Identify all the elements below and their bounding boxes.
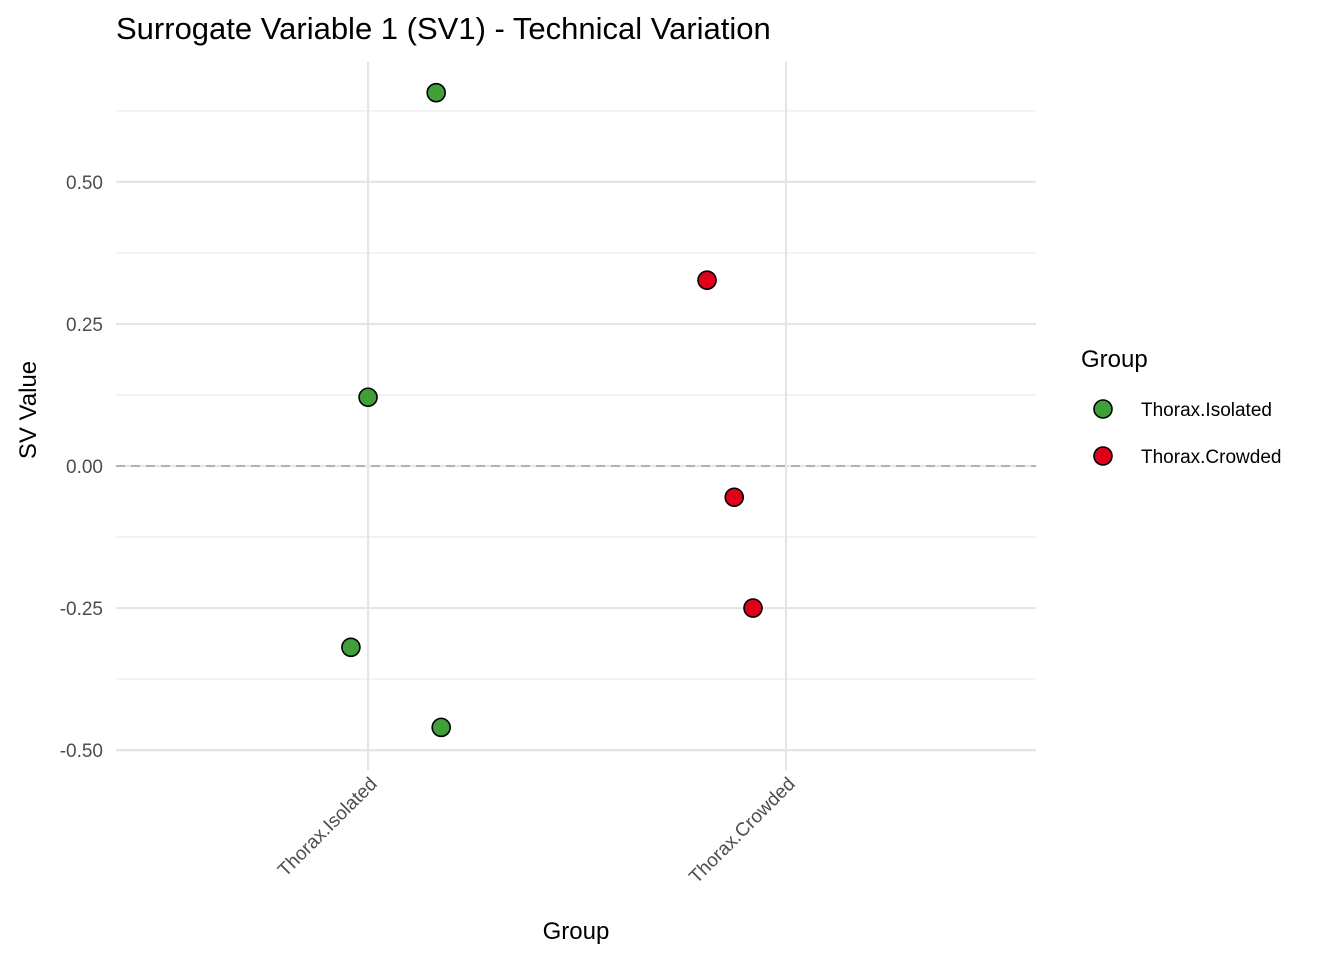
data-points (341, 82, 763, 738)
data-point (341, 637, 361, 658)
chart-title: Surrogate Variable 1 (SV1) - Technical V… (116, 11, 771, 46)
data-point (431, 717, 451, 738)
y-tick-label: -0.50 (60, 741, 103, 762)
y-tick-label: 0.50 (66, 173, 103, 194)
legend-label: Thorax.Crowded (1141, 447, 1281, 468)
y-tick-label: 0.25 (66, 315, 103, 336)
legend-title: Group (1081, 346, 1148, 373)
legend: Group Thorax.Isolated Thorax.Crowded (1081, 346, 1281, 468)
gridlines (116, 62, 1036, 770)
legend-marker (1093, 399, 1113, 419)
y-tick-label: -0.25 (60, 599, 103, 620)
x-tick-label: Thorax.Crowded (685, 774, 799, 888)
legend-marker (1093, 446, 1113, 466)
y-axis-ticks: -0.50 -0.25 0.00 0.25 0.50 (60, 173, 103, 762)
x-axis-label: Group (543, 918, 610, 945)
data-point (697, 270, 717, 290)
x-axis-ticks: Thorax.Isolated Thorax.Crowded (274, 774, 799, 888)
x-tick-label: Thorax.Isolated (274, 774, 381, 881)
y-tick-label: 0.00 (66, 457, 103, 478)
data-point (358, 387, 378, 408)
legend-label: Thorax.Isolated (1141, 400, 1272, 421)
y-axis-label: SV Value (15, 361, 42, 459)
data-point (743, 598, 763, 618)
data-point (724, 487, 745, 508)
data-point (426, 82, 446, 103)
